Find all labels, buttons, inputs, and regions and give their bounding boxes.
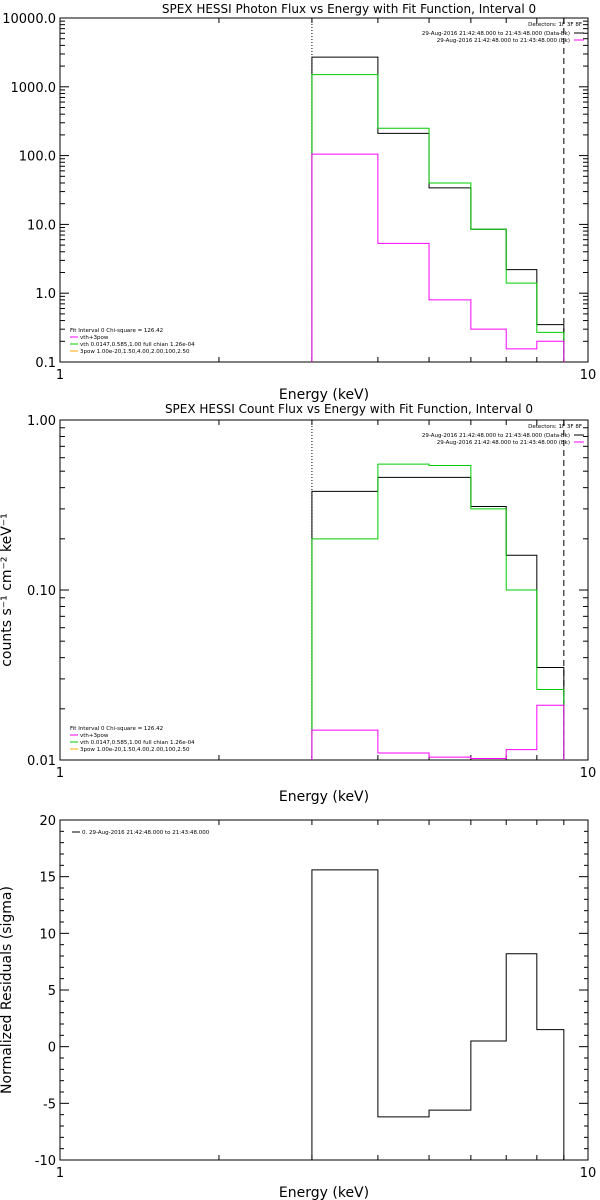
detectors-label: Detectors: 1F 3F 8F [528, 22, 582, 28]
y-axis-label: counts s⁻¹ cm⁻² keV⁻¹ [0, 513, 15, 667]
y-tick-label: -10 [35, 1154, 56, 1169]
y-tick-label: 10000.0 [2, 12, 56, 27]
histogram-series [311, 56, 565, 362]
histogram-series [311, 476, 565, 760]
x-axis-label: Energy (keV) [279, 1185, 369, 1200]
y-tick-label: 15 [39, 871, 56, 886]
x-tick-label: 1 [56, 368, 64, 383]
x-axis-label: Energy (keV) [279, 387, 369, 403]
legend-entry: 3pow 1.00e-20,1.50,4.00,2.00,100,2.50 [80, 349, 190, 355]
y-tick-label: 0.01 [27, 754, 56, 769]
legend-entry: 29-Aug-2016 21:42:48.000 to 21:43:48.000… [437, 440, 570, 446]
photon-flux-panel: SPEX HESSI Photon Flux vs Energy with Fi… [2, 2, 596, 403]
histogram-series [311, 463, 565, 760]
y-tick-label: 20 [39, 814, 56, 829]
legend-entry: 29-Aug-2016 21:42:48.000 to 21:43:48.000… [422, 31, 570, 37]
x-tick-label: 10 [580, 368, 597, 383]
legend-entry: vth 0.0147,0.585,1.00 full chian 1.26e-0… [80, 342, 195, 348]
histogram-series [311, 74, 565, 362]
y-tick-label: 0.10 [27, 584, 56, 599]
legend-entry: 3pow 1.00e-20,1.50,4.00,2.00,100,2.50 [80, 747, 190, 753]
detectors-label: Detectors: 1F 3F 8F [528, 424, 582, 430]
x-axis-label: Energy (keV) [279, 789, 369, 805]
x-tick-label: 1 [56, 766, 64, 781]
histogram-series [311, 153, 565, 362]
x-tick-label: 10 [580, 1166, 597, 1181]
legend-entry: vth+3pow [80, 733, 109, 739]
legend-entry: vth+3pow [80, 335, 109, 341]
y-tick-label: 1000.0 [11, 81, 57, 96]
x-tick-label: 1 [56, 1166, 64, 1181]
residuals-panel: Energy (keV) Normalized Residuals (sigma… [0, 814, 596, 1200]
y-tick-label: 1.0 [35, 287, 56, 302]
y-tick-label: 0 [48, 1041, 56, 1056]
y-tick-label: 100.0 [19, 150, 56, 165]
histogram-series [311, 704, 565, 760]
fit-info-label: Fit Interval 0 Chi-square = 126.42 [70, 328, 163, 334]
count-flux-panel: SPEX HESSI Count Flux vs Energy with Fit… [0, 402, 596, 805]
y-tick-label: 5 [48, 984, 56, 999]
y-tick-label: 10 [39, 927, 56, 942]
x-tick-label: 10 [580, 766, 597, 781]
y-tick-label: -5 [43, 1097, 56, 1112]
histogram-series [311, 869, 565, 1160]
y-tick-label: 10.0 [27, 218, 56, 233]
legend-entry: vth 0.0147,0.585,1.00 full chian 1.26e-0… [80, 740, 195, 746]
y-axis-label: Normalized Residuals (sigma) [0, 886, 15, 1094]
fit-info-label: Fit Interval 0 Chi-square = 126.42 [70, 726, 163, 732]
plot-frame [59, 17, 589, 363]
y-tick-label: 0.1 [35, 356, 56, 371]
panel-title: SPEX HESSI Count Flux vs Energy with Fit… [165, 402, 533, 416]
legend-entry: 29-Aug-2016 21:42:48.000 to 21:43:48.000… [437, 38, 570, 44]
legend-entry: 29-Aug-2016 21:42:48.000 to 21:43:48.000… [422, 433, 570, 439]
plot-frame [59, 819, 589, 1161]
y-tick-label: 1.00 [27, 414, 56, 429]
panel-title: SPEX HESSI Photon Flux vs Energy with Fi… [162, 2, 536, 16]
legend-entry: 0. 29-Aug-2016 21:42:48.000 to 21:43:48.… [82, 830, 210, 836]
